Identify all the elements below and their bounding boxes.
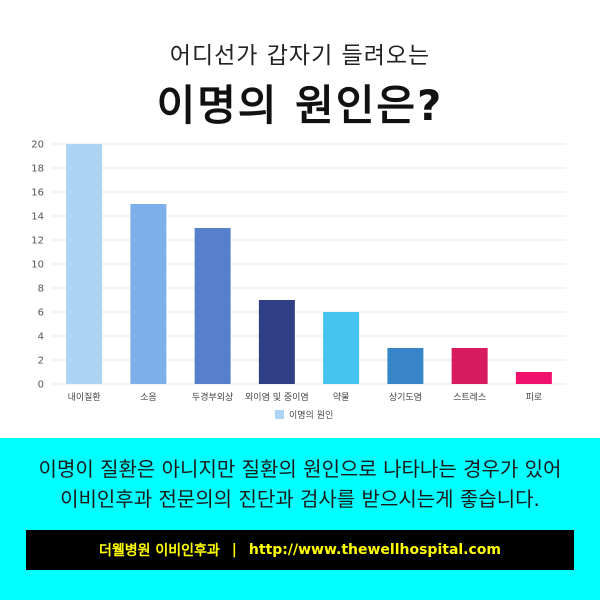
- y-tick-label: 14: [31, 212, 44, 223]
- page-title: 이명의 원인은?: [156, 81, 444, 130]
- legend-label: 이명의 원인: [289, 410, 333, 421]
- y-tick-label: 20: [31, 140, 44, 151]
- message-band: 이명이 질환은 아니지만 질환의 원인으로 나타나는 경우가 있어 이비인후과 …: [0, 438, 600, 600]
- message: 이명이 질환은 아니지만 질환의 원인으로 나타나는 경우가 있어 이비인후과 …: [20, 454, 580, 514]
- y-tick-label: 12: [31, 236, 44, 247]
- message-line-1: 이명이 질환은 아니지만 질환의 원인으로 나타나는 경우가 있어: [38, 457, 562, 481]
- bar: [130, 204, 167, 384]
- y-tick-label: 8: [38, 284, 44, 295]
- y-tick-label: 2: [38, 356, 44, 367]
- y-tick-label: 18: [31, 164, 44, 175]
- x-tick-label: 피로: [526, 392, 543, 403]
- bar: [515, 372, 552, 384]
- y-tick-label: 6: [38, 308, 44, 319]
- y-tick-label: 0: [38, 380, 44, 391]
- x-tick-label: 소음: [140, 392, 157, 403]
- footer-separator: |: [231, 542, 237, 558]
- bar: [323, 312, 360, 384]
- page-subtitle: 어디선가 갑자기 들려오는: [169, 43, 431, 69]
- message-line-2: 이비인후과 전문의의 진단과 검사를 받으시는게 좋습니다.: [60, 487, 540, 511]
- footer-bar: 더웰병원 이비인후과 | http://www.thewellhospital.…: [26, 530, 574, 570]
- bar: [451, 348, 488, 384]
- x-tick-label: 내이질환: [68, 391, 101, 403]
- x-tick-label: 상기도염: [389, 392, 422, 403]
- clinic-name: 더웰병원 이비인후과: [98, 543, 220, 559]
- y-tick-label: 16: [31, 188, 44, 199]
- y-tick-label: 10: [31, 260, 44, 271]
- y-tick-label: 4: [38, 332, 44, 343]
- x-tick-label: 약물: [333, 391, 350, 403]
- bar: [194, 228, 231, 384]
- header: 어디선가 갑자기 들려오는 이명의 원인은?: [0, 0, 600, 140]
- x-tick-label: 스트레스: [453, 392, 486, 403]
- website-link[interactable]: http://www.thewellhospital.com: [248, 542, 502, 558]
- x-tick-label: 외이염 및 중이염: [245, 391, 309, 403]
- x-tick-label: 두경부외상: [192, 391, 233, 403]
- bar: [66, 144, 103, 384]
- bar: [387, 348, 424, 384]
- bar: [258, 300, 295, 384]
- legend-swatch: [275, 410, 284, 419]
- bar-chart: 0 2 4 6 8 10 12 14 16 18 20 내이질환 소음 두경부외상 외이염 및 중이염 약물 상…: [31, 140, 566, 421]
